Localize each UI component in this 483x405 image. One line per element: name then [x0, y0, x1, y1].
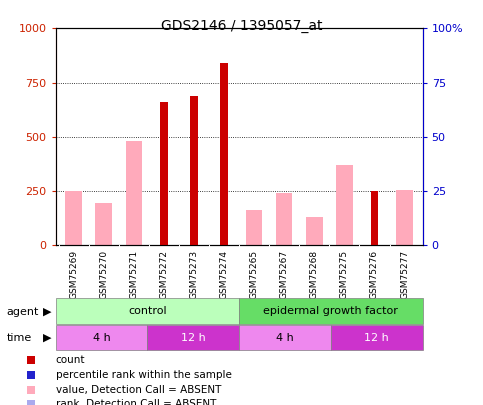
Text: ▶: ▶ [43, 307, 51, 317]
Bar [96, 203, 112, 245]
Text: GSM75273: GSM75273 [189, 250, 199, 299]
Text: GSM75270: GSM75270 [99, 250, 108, 299]
Text: GSM75277: GSM75277 [400, 250, 409, 299]
Text: GSM75268: GSM75268 [310, 250, 319, 299]
Bar [239, 325, 331, 350]
Bar [276, 193, 293, 245]
Bar [190, 96, 198, 245]
Text: control: control [128, 306, 167, 316]
Text: GSM75272: GSM75272 [159, 250, 169, 299]
Text: GSM75276: GSM75276 [370, 250, 379, 299]
Bar [220, 63, 228, 245]
Bar [331, 325, 423, 350]
Text: GSM75271: GSM75271 [129, 250, 138, 299]
Text: epidermal growth factor: epidermal growth factor [263, 306, 398, 316]
Text: rank, Detection Call = ABSENT: rank, Detection Call = ABSENT [56, 399, 216, 405]
Text: count: count [56, 355, 85, 365]
Text: agent: agent [6, 307, 39, 317]
Bar [396, 190, 413, 245]
Bar [336, 165, 353, 245]
Text: 12 h: 12 h [364, 333, 389, 343]
Text: percentile rank within the sample: percentile rank within the sample [56, 370, 231, 380]
Text: GDS2146 / 1395057_at: GDS2146 / 1395057_at [161, 19, 322, 34]
Bar [306, 217, 323, 245]
Bar [246, 210, 262, 245]
Text: GSM75269: GSM75269 [69, 250, 78, 299]
Text: GSM75265: GSM75265 [250, 250, 258, 299]
Text: time: time [6, 333, 31, 343]
Bar [126, 141, 142, 245]
Text: ▶: ▶ [43, 333, 51, 343]
Text: 12 h: 12 h [181, 333, 206, 343]
Text: value, Detection Call = ABSENT: value, Detection Call = ABSENT [56, 385, 221, 395]
Text: 4 h: 4 h [276, 333, 294, 343]
Bar [147, 325, 239, 350]
Bar [65, 191, 82, 245]
Bar [239, 298, 423, 324]
Bar [160, 102, 168, 245]
Bar [56, 325, 147, 350]
Text: 4 h: 4 h [93, 333, 110, 343]
Text: GSM75274: GSM75274 [220, 250, 228, 299]
Text: GSM75267: GSM75267 [280, 250, 289, 299]
Text: GSM75275: GSM75275 [340, 250, 349, 299]
Bar [56, 298, 239, 324]
Bar [371, 191, 378, 245]
